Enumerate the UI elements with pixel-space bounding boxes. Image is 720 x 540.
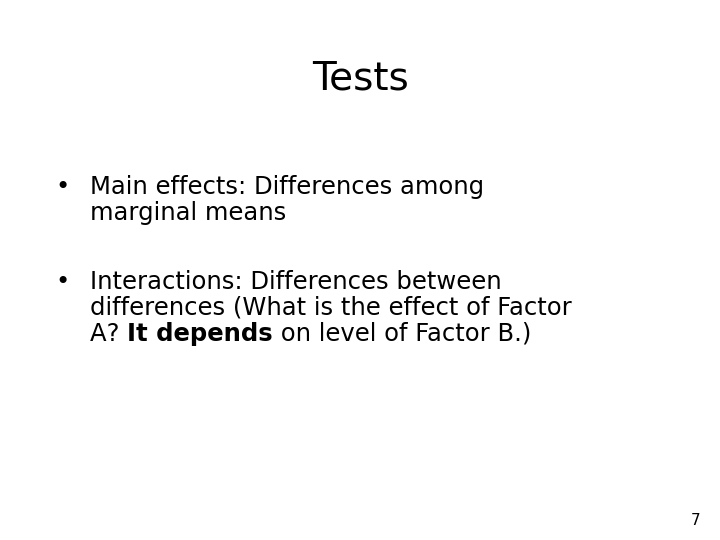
Text: marginal means: marginal means: [90, 201, 287, 225]
Text: on level of Factor B.): on level of Factor B.): [273, 322, 531, 346]
Text: A?: A?: [90, 322, 127, 346]
Text: It depends: It depends: [127, 322, 273, 346]
Text: differences (What is the effect of Factor: differences (What is the effect of Facto…: [90, 296, 572, 320]
Text: Interactions: Differences between: Interactions: Differences between: [90, 270, 502, 294]
Text: 7: 7: [690, 513, 700, 528]
Text: Main effects: Differences among: Main effects: Differences among: [90, 175, 484, 199]
Text: •: •: [55, 175, 69, 199]
Text: Tests: Tests: [312, 60, 408, 98]
Text: •: •: [55, 270, 69, 294]
